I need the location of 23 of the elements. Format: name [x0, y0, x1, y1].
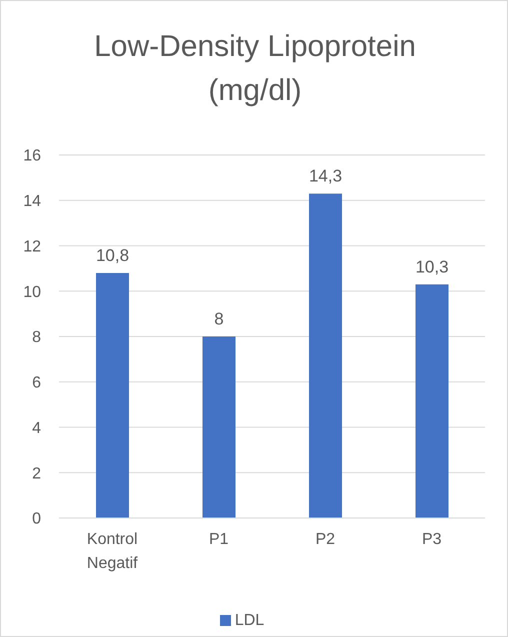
y-tick-label: 4 — [32, 420, 42, 437]
bar — [96, 272, 129, 518]
y-tick-label: 6 — [32, 374, 42, 392]
data-label: 10,8 — [96, 246, 130, 265]
bar — [309, 194, 342, 518]
x-tick-label: Kontrol Negatif — [86, 531, 138, 572]
y-tick-label: 12 — [23, 238, 42, 256]
data-label: 8 — [214, 310, 224, 328]
bar — [416, 284, 448, 518]
data-label: 10,3 — [415, 257, 449, 276]
x-tick-label: P3 — [422, 531, 442, 548]
y-tick-label: 8 — [32, 329, 42, 346]
chart-title: Low-Density Lipoprotein (mg/dl) — [93, 29, 417, 109]
y-tick-label: 14 — [23, 193, 42, 210]
x-tick-label: P1 — [208, 531, 229, 548]
y-tick-label: 2 — [32, 465, 42, 482]
y-tick-label: 10 — [23, 284, 42, 301]
y-tick-label: 16 — [23, 148, 42, 165]
bar — [202, 336, 236, 518]
legend-label: LDL — [234, 612, 264, 629]
y-tick-label: 0 — [32, 510, 42, 528]
x-tick-label: P2 — [315, 531, 336, 548]
data-label: 14,3 — [308, 166, 342, 186]
